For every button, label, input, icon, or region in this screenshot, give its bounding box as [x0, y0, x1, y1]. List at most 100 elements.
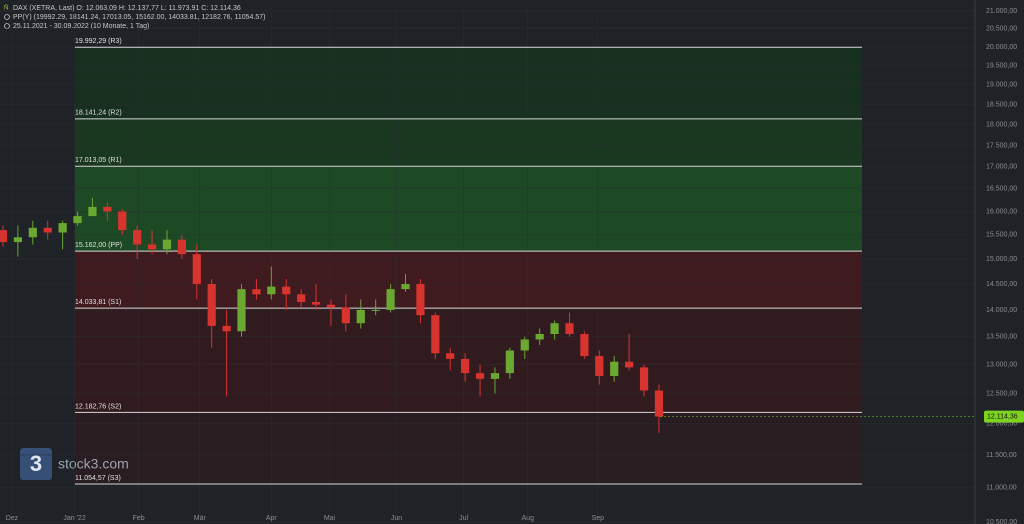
y-tick-label: 16.000,00 — [986, 208, 1017, 215]
x-tick-label: Apr — [266, 515, 278, 522]
candle-body — [431, 315, 440, 354]
candle-body — [58, 223, 67, 233]
candle-body — [311, 302, 321, 305]
candle-body — [133, 230, 142, 245]
x-tick-label: Jun — [391, 515, 402, 522]
candle-body — [267, 286, 276, 295]
candle-body — [297, 294, 306, 303]
x-tick-label: Jan '22 — [63, 515, 85, 522]
y-tick-label: 19.500,00 — [986, 62, 1017, 69]
candle-body — [28, 227, 37, 238]
pivot-zone — [75, 412, 862, 485]
logo: 3 stock3.com — [20, 448, 129, 480]
candle-body — [565, 323, 574, 335]
y-tick-label: 13.000,00 — [986, 361, 1017, 368]
pivot-label: 18.141,24 (R2) — [75, 110, 122, 117]
candle-body — [252, 289, 261, 295]
y-tick-label: 16.500,00 — [986, 186, 1017, 193]
candle-body — [580, 334, 589, 357]
y-tick-label: 13.500,00 — [986, 334, 1017, 341]
candle-body — [520, 339, 529, 351]
y-tick-label: 18.000,00 — [986, 121, 1017, 128]
y-tick-label: 12.500,00 — [986, 390, 1017, 397]
y-tick-label: 17.500,00 — [986, 142, 1017, 149]
y-tick-label: 19.000,00 — [986, 82, 1017, 89]
candle-body — [610, 361, 619, 376]
logo-text: stock3.com — [58, 456, 129, 472]
candle-body — [639, 367, 649, 391]
candle-body — [147, 244, 157, 250]
candle-body — [535, 334, 544, 340]
header-line: PP(Y) (19992.29, 18141.24, 17013.05, 151… — [13, 14, 265, 21]
icon — [4, 23, 10, 29]
candle-body — [43, 227, 52, 233]
y-tick-label: 21.000,00 — [986, 8, 1017, 15]
candle-body — [222, 325, 231, 332]
x-tick-label: Dez — [6, 515, 19, 522]
pivot-label: 17.013,05 (R1) — [75, 157, 122, 164]
candle-body — [475, 373, 485, 379]
candle-body — [103, 206, 112, 212]
y-tick-label: 20.500,00 — [986, 26, 1017, 33]
pivot-label: 15.162,00 (PP) — [75, 242, 122, 249]
y-tick-label: 14.500,00 — [986, 281, 1017, 288]
candle-body — [237, 289, 246, 332]
y-tick-label: 11.000,00 — [986, 485, 1017, 492]
candle-body — [654, 390, 664, 417]
icon — [4, 14, 10, 20]
candle-body — [461, 358, 470, 374]
candle-body — [371, 309, 380, 311]
candle-body — [162, 239, 172, 250]
candle-body — [0, 230, 8, 243]
candle-body — [446, 353, 455, 359]
candle-body — [416, 284, 425, 316]
candle-body — [177, 239, 186, 255]
candle-body — [118, 211, 127, 231]
candle-body — [490, 373, 500, 379]
pivot-zone — [75, 166, 862, 252]
candle-body — [550, 323, 559, 335]
x-tick-label: Feb — [133, 515, 145, 522]
y-tick-label: 12.000,00 — [986, 420, 1017, 427]
pivot-zone — [75, 47, 862, 119]
candle-body — [88, 206, 97, 217]
y-tick-label: 11.500,00 — [986, 452, 1017, 459]
y-tick-label: 14.000,00 — [986, 307, 1017, 314]
y-tick-label: 17.000,00 — [986, 164, 1017, 171]
pivot-label: 14.033,81 (S1) — [75, 299, 121, 306]
last-price-label: 12.114,36 — [987, 413, 1018, 420]
candle-body — [73, 216, 82, 224]
last-price-tag — [984, 410, 1024, 423]
y-tick-label: 20.000,00 — [986, 44, 1017, 51]
candle-body — [326, 304, 336, 308]
candle-body — [13, 237, 22, 243]
candle-body — [505, 350, 514, 374]
pivot-zone — [75, 118, 862, 167]
x-tick-label: Sep — [592, 515, 605, 522]
x-tick-label: Mär — [194, 515, 207, 522]
candle-body — [282, 286, 291, 295]
candle-body — [595, 356, 604, 376]
candle-body — [401, 284, 410, 290]
candle-body — [625, 361, 634, 368]
candle-body — [341, 307, 350, 324]
pivot-zone — [75, 251, 862, 309]
y-tick-label: 10.500,00 — [986, 519, 1017, 524]
logo-icon — [20, 448, 52, 480]
pivot-label: 12.182,76 (S2) — [75, 403, 121, 410]
y-tick-label: 18.500,00 — [986, 101, 1017, 108]
candle-body — [192, 254, 201, 285]
pivot-label: 19.992,29 (R3) — [75, 38, 122, 45]
logo-mark: 3 — [30, 451, 42, 476]
y-tick-label: 15.500,00 — [986, 232, 1017, 239]
header-line: 25.11.2021 - 30.09.2022 (10 Monate, 1 Ta… — [13, 23, 149, 30]
icon: Ñ — [4, 5, 8, 12]
candle-body — [207, 284, 216, 326]
header-line: DAX (XETRA, Last) O: 12.063,09 H: 12.137… — [13, 5, 241, 12]
candle-body — [386, 289, 395, 310]
y-tick-label: 15.000,00 — [986, 256, 1017, 263]
x-tick-label: Mai — [324, 515, 336, 522]
x-tick-label: Jul — [459, 515, 468, 522]
candle-body — [356, 309, 365, 324]
